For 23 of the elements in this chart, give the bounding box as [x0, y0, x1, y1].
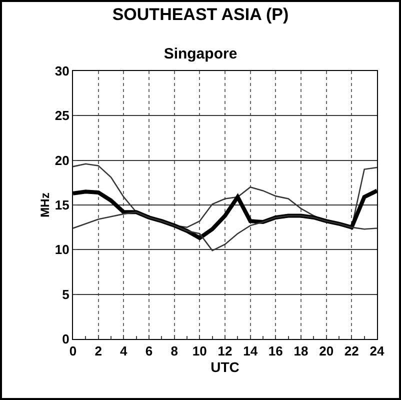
x-tick-label: 18: [294, 344, 308, 359]
chart-title: SOUTHEAST ASIA (P): [112, 4, 289, 24]
y-tick-label: 25: [54, 108, 70, 124]
x-tick-label: 14: [243, 344, 258, 359]
x-tick-label: 8: [170, 344, 178, 359]
y-tick-label: 5: [62, 286, 70, 302]
x-tick-label: 16: [268, 344, 283, 359]
y-tick-label: 0: [62, 332, 70, 347]
y-tick-label: 10: [54, 242, 70, 258]
x-tick-label: 2: [94, 344, 102, 359]
y-axis-title: MHz: [38, 192, 52, 218]
x-tick-label: 22: [344, 344, 359, 359]
x-tick-label: 4: [120, 344, 128, 359]
x-tick-label: 20: [319, 344, 334, 359]
x-tick-label: 12: [218, 344, 232, 359]
y-tick-label: 20: [54, 152, 70, 168]
x-tick-label: 24: [370, 344, 385, 359]
x-tick-label: 6: [145, 344, 153, 359]
y-tick-label: 15: [54, 198, 70, 213]
y-tick-label: 30: [54, 64, 70, 79]
x-tick-label: 10: [192, 344, 207, 359]
chart-subtitle: Singapore: [164, 45, 238, 62]
x-axis-title: UTC: [210, 358, 240, 375]
